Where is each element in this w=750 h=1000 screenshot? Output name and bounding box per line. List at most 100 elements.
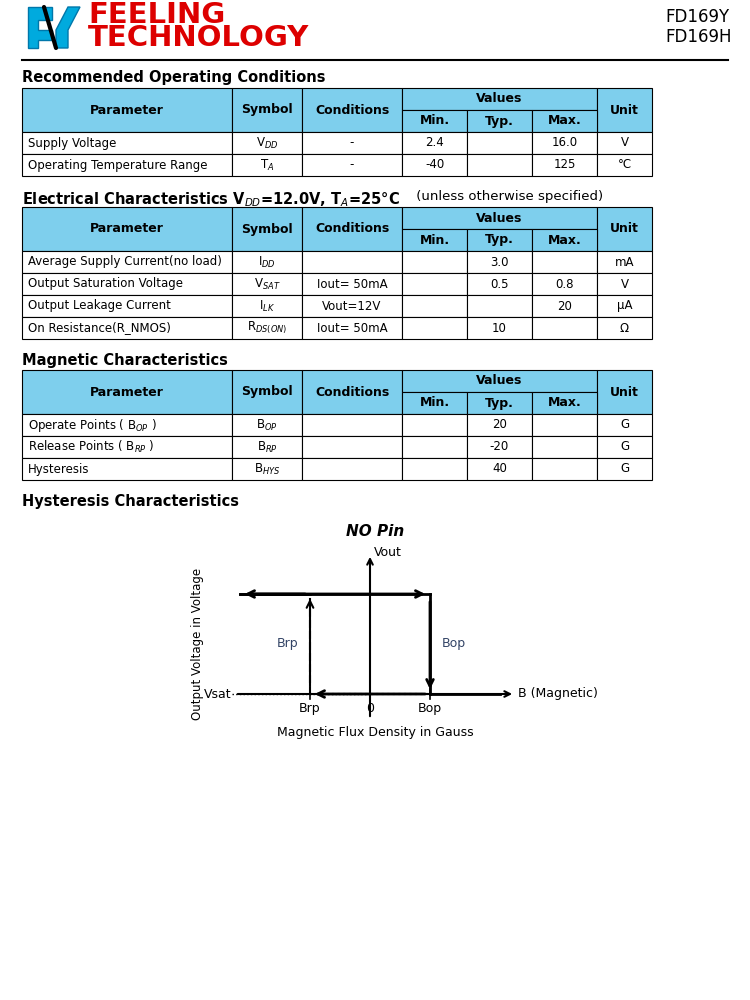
Bar <box>232 317 302 339</box>
Bar <box>467 414 532 436</box>
Text: Max.: Max. <box>548 114 581 127</box>
Text: Typ.: Typ. <box>485 114 514 127</box>
Text: Supply Voltage: Supply Voltage <box>28 136 116 149</box>
Text: 10: 10 <box>492 322 507 334</box>
Bar <box>302 251 402 273</box>
Text: I$_{LK}$: I$_{LK}$ <box>259 298 275 314</box>
Bar <box>302 414 402 436</box>
Text: Unit: Unit <box>610 223 639 235</box>
Bar <box>22 251 232 273</box>
Text: -40: -40 <box>424 158 444 172</box>
Bar <box>532 273 597 295</box>
Bar <box>467 154 532 176</box>
Bar <box>22 132 232 154</box>
Text: V: V <box>620 277 628 290</box>
Bar <box>22 273 232 295</box>
Text: V: V <box>620 136 628 149</box>
Bar <box>402 132 467 154</box>
Bar <box>532 132 597 154</box>
Text: Electrical Characteristics V$_{DD}$=12.0V, T$_{A}$=25°C: Electrical Characteristics V$_{DD}$=12.0… <box>0 999 1 1000</box>
Text: Values: Values <box>476 93 523 105</box>
Text: Average Supply Current(no load): Average Supply Current(no load) <box>28 255 222 268</box>
Text: Hysteresis: Hysteresis <box>28 462 89 476</box>
Bar <box>597 458 652 480</box>
Text: Min.: Min. <box>419 114 449 127</box>
Text: Conditions: Conditions <box>315 223 389 235</box>
Bar <box>402 229 467 251</box>
Bar <box>597 88 652 132</box>
Bar <box>302 458 402 480</box>
Text: On Resistance(R_NMOS): On Resistance(R_NMOS) <box>28 322 171 334</box>
Bar <box>402 207 597 229</box>
Polygon shape <box>28 7 52 48</box>
Bar <box>22 436 232 458</box>
Bar <box>532 458 597 480</box>
Text: Iout= 50mA: Iout= 50mA <box>316 322 387 334</box>
Bar <box>532 251 597 273</box>
Text: Output Voltage in Voltage: Output Voltage in Voltage <box>191 568 205 720</box>
Text: Values: Values <box>476 374 523 387</box>
Bar <box>597 154 652 176</box>
Bar <box>302 207 402 251</box>
Bar <box>302 436 402 458</box>
Bar <box>232 273 302 295</box>
Bar <box>597 436 652 458</box>
Bar <box>402 414 467 436</box>
Bar <box>402 154 467 176</box>
Bar <box>597 414 652 436</box>
Bar <box>402 251 467 273</box>
Text: (unless otherwise specified): (unless otherwise specified) <box>0 999 1 1000</box>
Text: 40: 40 <box>492 462 507 476</box>
Text: B$_{OP}$: B$_{OP}$ <box>256 417 278 433</box>
Bar <box>302 370 402 414</box>
Bar <box>597 295 652 317</box>
Text: NO Pin: NO Pin <box>346 524 404 539</box>
Text: -: - <box>350 158 354 172</box>
Bar <box>467 110 532 132</box>
Bar <box>597 251 652 273</box>
Text: T$_{A}$: T$_{A}$ <box>260 157 274 173</box>
Polygon shape <box>56 7 80 48</box>
Bar <box>232 88 302 132</box>
Text: Electrical Characteristics V$_{DD}$=12.0V, T$_{A}$=25°C: Electrical Characteristics V$_{DD}$=12.0… <box>22 190 400 209</box>
Bar <box>467 436 532 458</box>
Bar <box>402 273 467 295</box>
Bar <box>402 436 467 458</box>
Text: 20: 20 <box>492 418 507 432</box>
Bar <box>467 317 532 339</box>
Text: °C: °C <box>617 158 632 172</box>
Text: Unit: Unit <box>610 104 639 116</box>
Bar <box>402 370 597 392</box>
Bar <box>232 207 302 251</box>
Text: 3.0: 3.0 <box>490 255 508 268</box>
Text: Brp: Brp <box>276 638 298 650</box>
Text: Ω: Ω <box>620 322 629 334</box>
Text: Bop: Bop <box>442 638 466 650</box>
Bar <box>232 295 302 317</box>
Bar <box>402 392 467 414</box>
Text: Magnetic Flux Density in Gauss: Magnetic Flux Density in Gauss <box>277 726 473 739</box>
Bar <box>22 88 232 132</box>
Bar <box>532 414 597 436</box>
Text: mA: mA <box>615 255 634 268</box>
Text: Conditions: Conditions <box>315 385 389 398</box>
Text: Parameter: Parameter <box>90 104 164 116</box>
Bar <box>532 154 597 176</box>
Bar <box>232 132 302 154</box>
Text: Operating Temperature Range: Operating Temperature Range <box>28 158 208 172</box>
Bar <box>402 88 597 110</box>
Text: FD169H: FD169H <box>665 28 731 46</box>
Text: Symbol: Symbol <box>242 385 292 398</box>
Bar <box>22 458 232 480</box>
Text: Unit: Unit <box>610 385 639 398</box>
Text: FEELING: FEELING <box>88 1 225 29</box>
Text: Vout: Vout <box>374 546 402 558</box>
Bar <box>402 295 467 317</box>
Text: Typ.: Typ. <box>485 396 514 410</box>
Text: Min.: Min. <box>419 396 449 410</box>
Bar <box>402 458 467 480</box>
Bar <box>302 88 402 132</box>
Bar <box>22 295 232 317</box>
Text: V$_{DD}$: V$_{DD}$ <box>256 135 278 151</box>
Text: Magnetic Characteristics: Magnetic Characteristics <box>22 353 228 368</box>
